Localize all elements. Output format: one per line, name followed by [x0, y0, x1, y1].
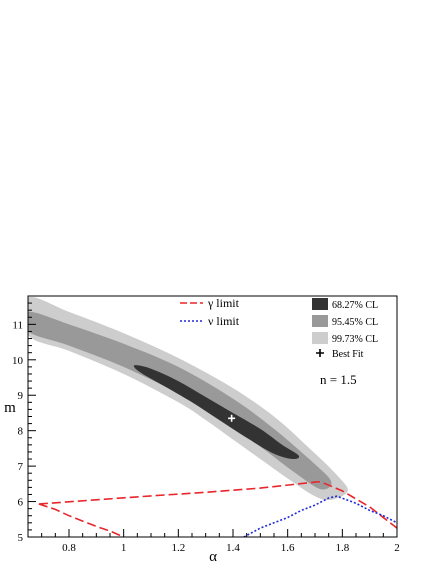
series-limit-segment-0 [243, 495, 397, 537]
x-tick-label: 1.4 [226, 542, 240, 554]
legend-label-limit: γ limit [207, 296, 240, 310]
legend-label-best-fit: Best Fit [332, 349, 364, 360]
legend-swatch-best-fit [316, 349, 324, 357]
x-tick-label: 1.8 [335, 542, 349, 554]
series-limit-segment-0 [38, 480, 397, 529]
legend-label-limit: ν limit [208, 314, 240, 328]
annotation-label: n = 1.5 [320, 372, 357, 387]
x-tick-label: 1 [121, 542, 127, 554]
y-tick-label: 6 [18, 497, 24, 509]
y-tick-label: 9 [18, 390, 24, 402]
legend-swatch-cl-1 [312, 315, 328, 327]
x-tick-label: 1.2 [171, 542, 185, 554]
x-tick-label: 1.6 [281, 542, 295, 554]
y-tick-label: 8 [18, 426, 24, 438]
legend-swatch-cl-2 [312, 332, 328, 344]
legend-label-68-27-cl: 68.27% CL [332, 300, 378, 311]
y-tick-label: 11 [12, 319, 23, 331]
region-68-27-cl [133, 365, 300, 460]
y-axis-label: m [4, 400, 16, 416]
best-fit-marker [228, 414, 236, 422]
y-tick-label: 10 [12, 355, 24, 367]
x-tick-label: 2 [394, 542, 400, 554]
y-tick-label: 7 [18, 461, 24, 473]
series-limit-segment-1 [38, 503, 125, 537]
y-tick-label: 5 [18, 532, 24, 544]
legend-swatch-cl-0 [312, 298, 328, 310]
region-95-45-cl [28, 311, 332, 490]
legend-label-95-45-cl: 95.45% CL [332, 317, 378, 328]
x-tick-label: 0.8 [62, 542, 76, 554]
x-axis-label: α [209, 549, 217, 564]
legend-label-99-73-cl: 99.73% CL [332, 334, 378, 345]
